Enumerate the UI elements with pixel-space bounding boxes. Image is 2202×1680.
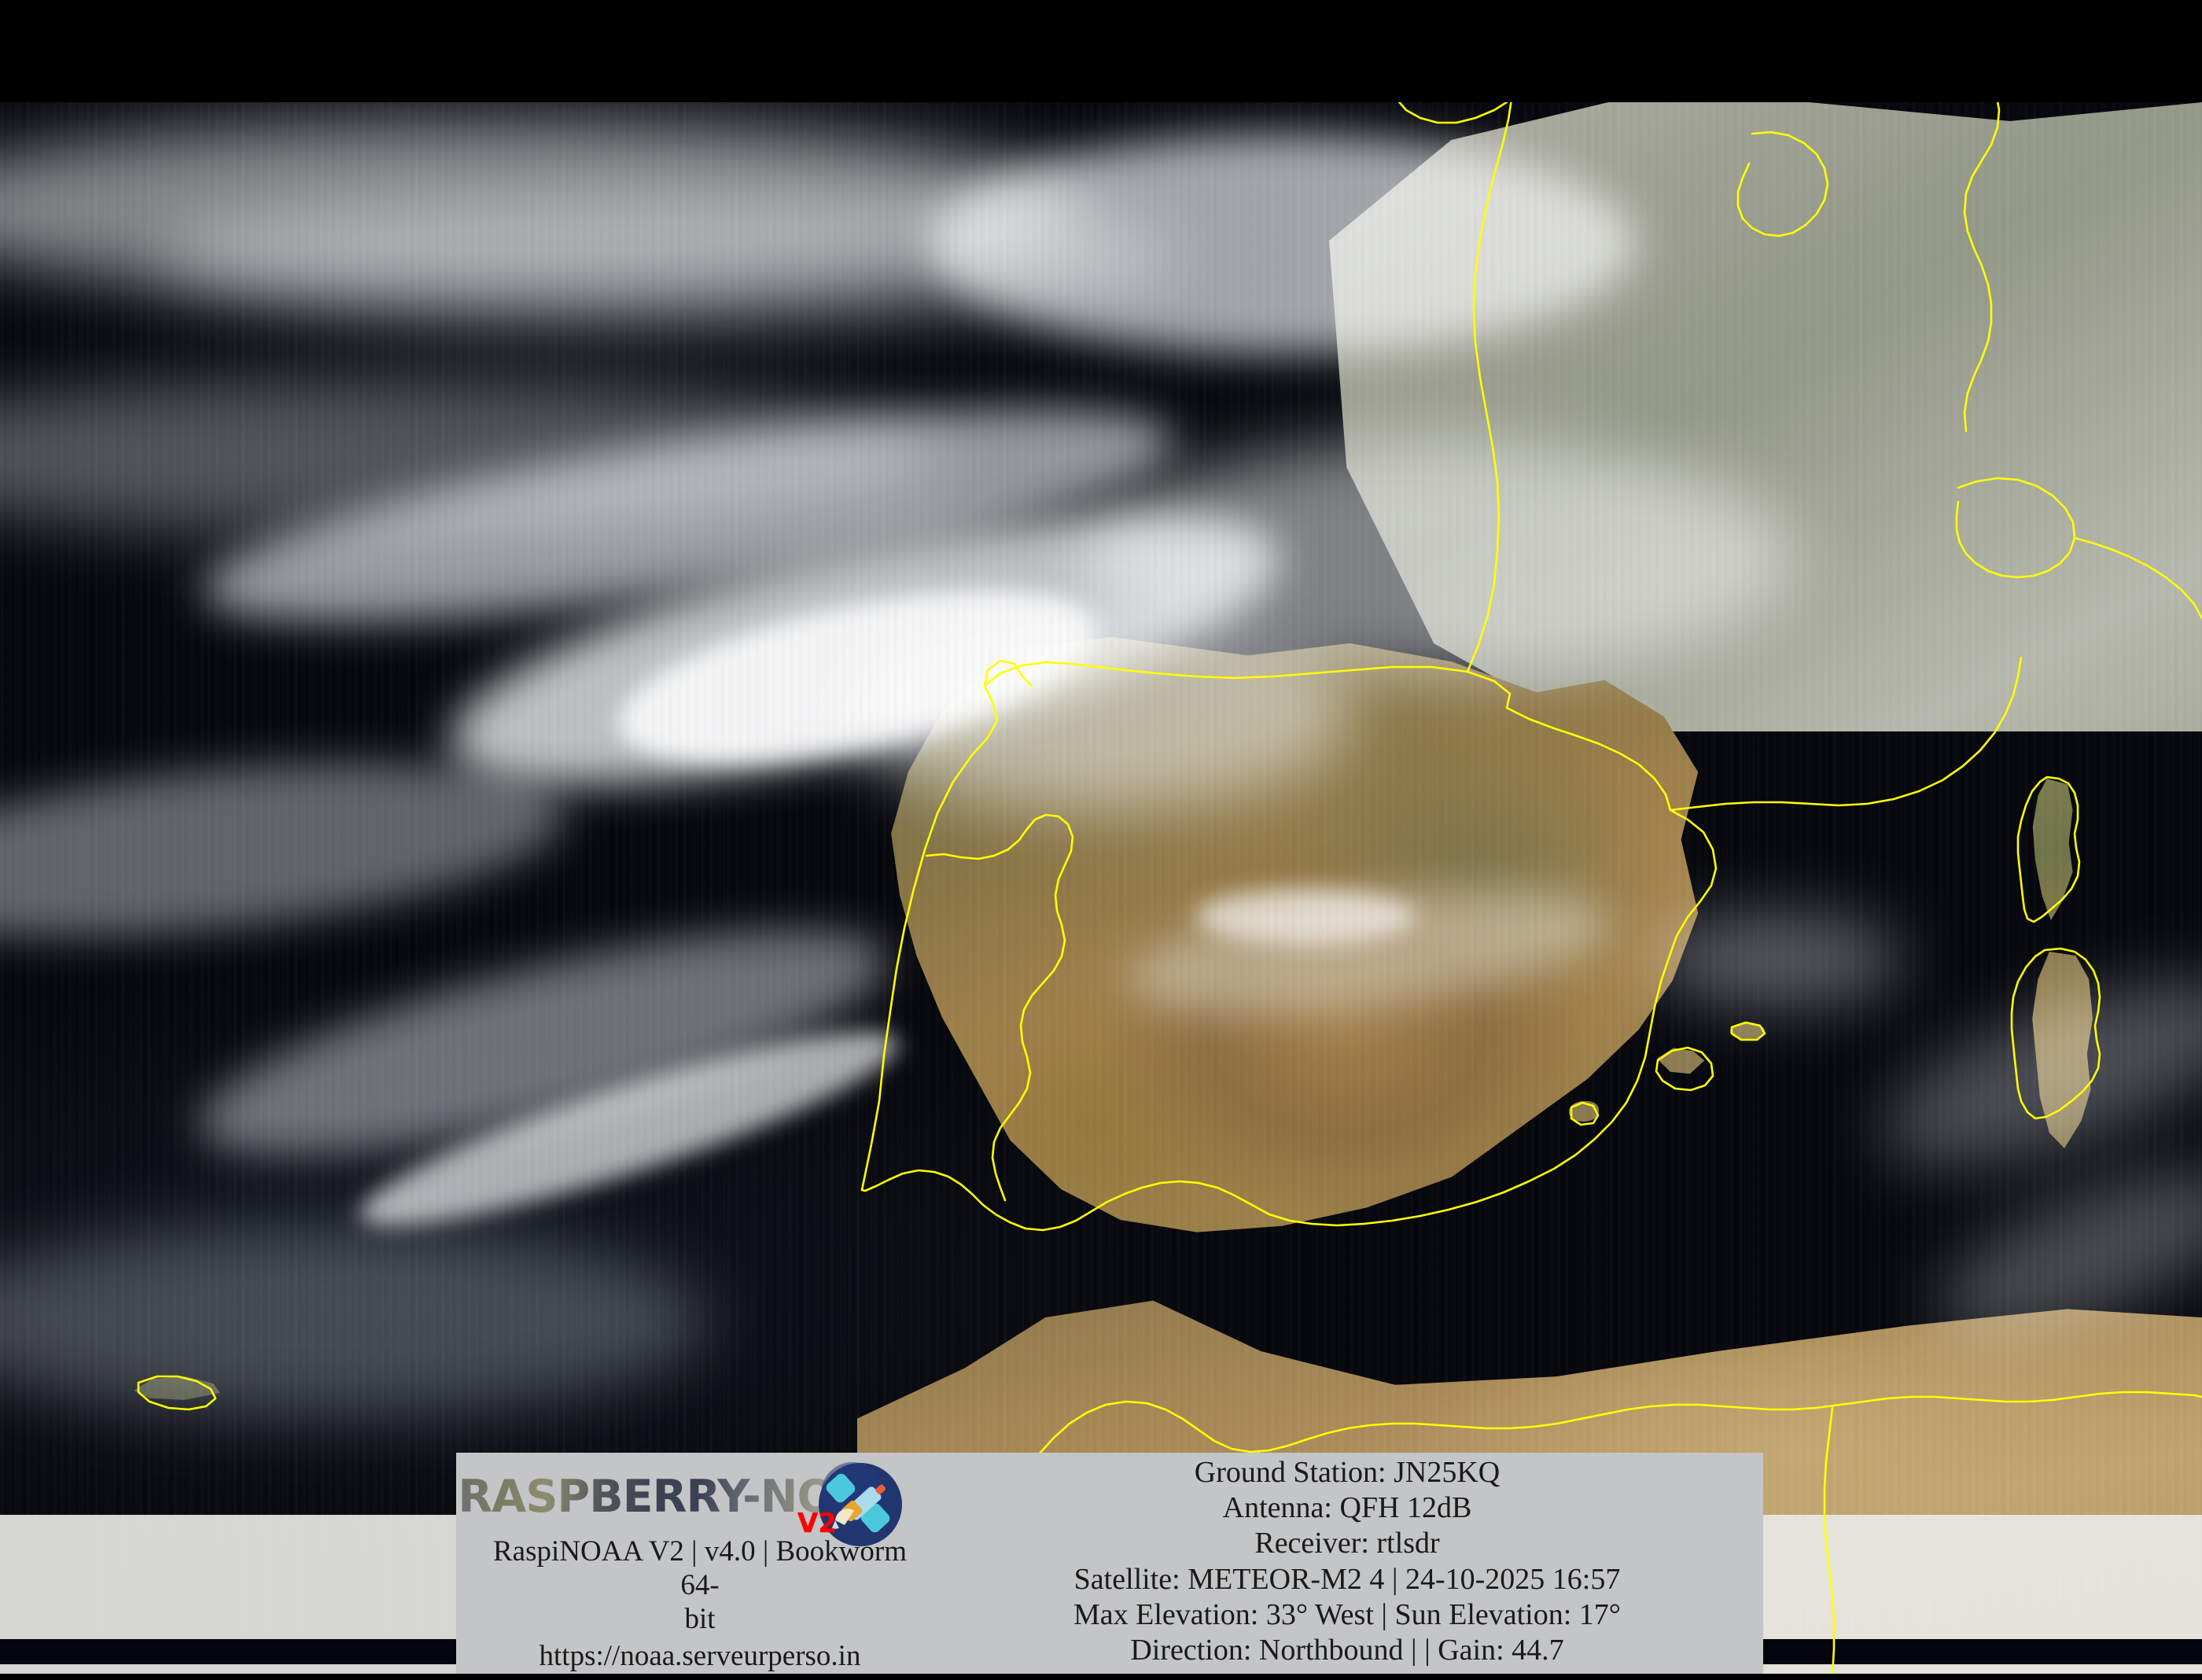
branding-line-version: RaspiNOAA V2 | v4.0 | Bookworm 64- [493,1535,907,1602]
letterbox-top [0,0,2202,102]
satellite-icon [818,1462,903,1547]
cloud-atlantic-south [0,1227,708,1416]
branding-line-arch: bit [684,1603,716,1636]
satellite-icon-svg [819,1462,902,1546]
detail-antenna: Antenna: QFH 12dB [1222,1491,1472,1525]
version-badge: V2 [797,1508,837,1540]
detail-elevations: Max Elevation: 33° West | Sun Elevation:… [1073,1597,1621,1631]
panel-branding-section: RASPBERRY-NOAA [456,1453,944,1674]
letterbox-bottom [0,1674,2202,1680]
panel-details-section: Ground Station: JN25KQ Antenna: QFH 12dB… [944,1453,1763,1674]
detail-satellite-and-time: Satellite: METEOR-M2 4 | 24-10-2025 16:5… [1073,1562,1621,1596]
detail-direction-and-gain: Direction: Northbound | | Gain: 44.7 [1130,1633,1564,1667]
info-overlay-panel: RASPBERRY-NOAA [456,1453,1763,1674]
detail-receiver: Receiver: rtlsdr [1254,1527,1440,1560]
branding-line-url[interactable]: https://noaa.serveurperso.in [539,1640,861,1673]
brand-row: RASPBERRY-NOAA [458,1461,912,1546]
branding-text-block: RaspiNOAA V2 | v4.0 | Bookworm 64- bit h… [472,1535,928,1674]
cloud-mass-upper-center [928,134,1636,354]
scanline-artifacts-fine [0,102,2202,1680]
detail-ground-station: Ground Station: JN25KQ [1194,1455,1501,1489]
